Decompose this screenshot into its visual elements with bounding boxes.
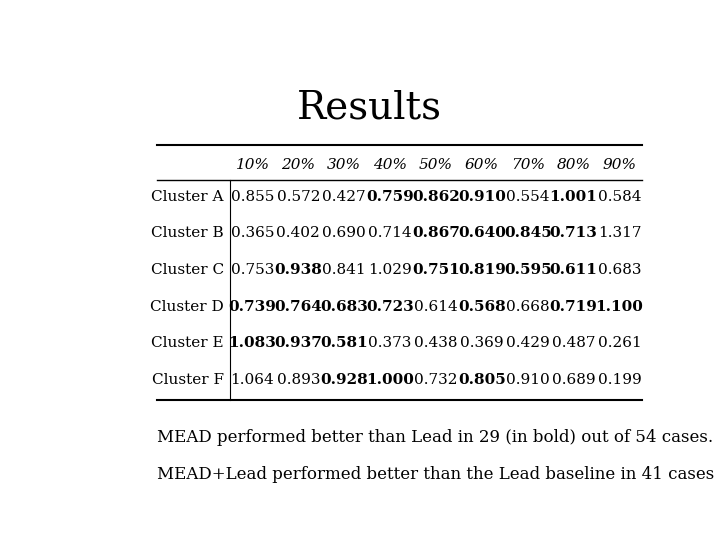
Text: 0.581: 0.581 (320, 336, 368, 350)
Text: 0.568: 0.568 (458, 300, 505, 314)
Text: 0.690: 0.690 (323, 226, 366, 240)
Text: 0.845: 0.845 (504, 226, 552, 240)
Text: 0.261: 0.261 (598, 336, 642, 350)
Text: 0.595: 0.595 (504, 263, 552, 277)
Text: 0.402: 0.402 (276, 226, 320, 240)
Text: 1.100: 1.100 (595, 300, 644, 314)
Text: 0.867: 0.867 (412, 226, 460, 240)
Text: 0.487: 0.487 (552, 336, 595, 350)
Text: 0.805: 0.805 (458, 373, 505, 387)
Text: 0.739: 0.739 (228, 300, 276, 314)
Text: 0.611: 0.611 (549, 263, 598, 277)
Text: 0.369: 0.369 (460, 336, 504, 350)
Text: 0.928: 0.928 (320, 373, 368, 387)
Text: 1.064: 1.064 (230, 373, 274, 387)
Text: Cluster C: Cluster C (150, 263, 224, 277)
Text: 0.938: 0.938 (274, 263, 323, 277)
Text: 80%: 80% (557, 158, 590, 172)
Text: 1.000: 1.000 (366, 373, 414, 387)
Text: 0.438: 0.438 (414, 336, 458, 350)
Text: 0.841: 0.841 (323, 263, 366, 277)
Text: Cluster D: Cluster D (150, 300, 224, 314)
Text: MEAD+Lead performed better than the Lead baseline in 41 cases: MEAD+Lead performed better than the Lead… (157, 466, 714, 483)
Text: 0.862: 0.862 (412, 190, 460, 204)
Text: 0.732: 0.732 (414, 373, 458, 387)
Text: 0.893: 0.893 (276, 373, 320, 387)
Text: 50%: 50% (419, 158, 453, 172)
Text: Results: Results (297, 90, 441, 127)
Text: 1.317: 1.317 (598, 226, 642, 240)
Text: Cluster B: Cluster B (151, 226, 224, 240)
Text: 0.554: 0.554 (506, 190, 549, 204)
Text: 0.753: 0.753 (230, 263, 274, 277)
Text: 1.029: 1.029 (368, 263, 412, 277)
Text: 0.427: 0.427 (323, 190, 366, 204)
Text: 10%: 10% (235, 158, 269, 172)
Text: 0.199: 0.199 (598, 373, 642, 387)
Text: 0.764: 0.764 (274, 300, 323, 314)
Text: 0.714: 0.714 (368, 226, 412, 240)
Text: Cluster F: Cluster F (152, 373, 224, 387)
Text: 0.723: 0.723 (366, 300, 414, 314)
Text: 70%: 70% (510, 158, 545, 172)
Text: Cluster E: Cluster E (151, 336, 224, 350)
Text: 0.910: 0.910 (506, 373, 549, 387)
Text: 0.614: 0.614 (414, 300, 458, 314)
Text: 30%: 30% (327, 158, 361, 172)
Text: 0.683: 0.683 (598, 263, 642, 277)
Text: 60%: 60% (465, 158, 499, 172)
Text: 0.373: 0.373 (369, 336, 412, 350)
Text: 0.640: 0.640 (458, 226, 505, 240)
Text: 1.083: 1.083 (228, 336, 276, 350)
Text: 0.819: 0.819 (458, 263, 505, 277)
Text: 0.572: 0.572 (276, 190, 320, 204)
Text: 1.001: 1.001 (549, 190, 598, 204)
Text: 0.365: 0.365 (230, 226, 274, 240)
Text: 0.429: 0.429 (506, 336, 549, 350)
Text: 0.689: 0.689 (552, 373, 595, 387)
Text: 0.719: 0.719 (549, 300, 598, 314)
Text: Cluster A: Cluster A (151, 190, 224, 204)
Text: 0.751: 0.751 (412, 263, 460, 277)
Text: 0.713: 0.713 (549, 226, 598, 240)
Text: 20%: 20% (282, 158, 315, 172)
Text: 0.937: 0.937 (274, 336, 323, 350)
Text: 0.855: 0.855 (230, 190, 274, 204)
Text: 0.584: 0.584 (598, 190, 642, 204)
Text: 40%: 40% (373, 158, 407, 172)
Text: 90%: 90% (603, 158, 636, 172)
Text: 0.668: 0.668 (506, 300, 549, 314)
Text: 0.759: 0.759 (366, 190, 414, 204)
Text: 0.910: 0.910 (458, 190, 505, 204)
Text: MEAD performed better than Lead in 29 (in bold) out of 54 cases.: MEAD performed better than Lead in 29 (i… (157, 429, 713, 446)
Text: 0.683: 0.683 (320, 300, 368, 314)
